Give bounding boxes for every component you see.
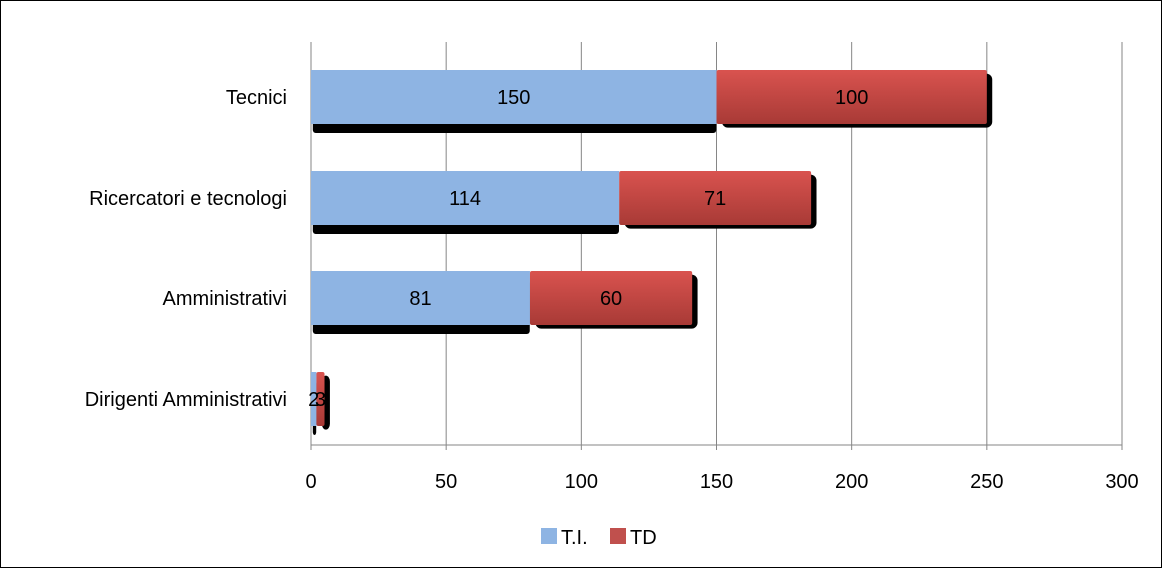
category-label: Amministrativi <box>163 288 287 310</box>
legend-label-td: TD <box>630 527 657 549</box>
x-tick-label: 150 <box>700 471 733 493</box>
bar-td <box>316 372 325 426</box>
legend-label-ti: T.I. <box>561 527 588 549</box>
category-label: Ricercatori e tecnologi <box>89 188 287 210</box>
bars <box>311 70 993 435</box>
bar-ti <box>311 372 317 426</box>
bar-ti <box>311 70 717 124</box>
x-tick-label: 0 <box>305 471 316 493</box>
category-label: Dirigenti Amministrativi <box>85 389 287 411</box>
legend-swatch-td <box>610 528 626 544</box>
category-label: Tecnici <box>226 87 287 109</box>
x-tick-label: 50 <box>435 471 457 493</box>
x-tick-label: 300 <box>1105 471 1138 493</box>
data-label-td: 3 <box>315 389 326 411</box>
x-tick-labels: 0 50 100 150 200 250 300 <box>305 471 1138 493</box>
data-label-ti: 81 <box>409 288 431 310</box>
data-label-td: 100 <box>835 87 868 109</box>
data-label-ti: 114 <box>449 188 481 210</box>
data-label-td: 71 <box>704 188 726 210</box>
data-labels: 150 100 114 71 81 60 23 <box>308 87 868 411</box>
bar-ti <box>311 271 530 325</box>
x-tick-label: 250 <box>970 471 1003 493</box>
bar-td <box>619 171 812 225</box>
category-labels: Tecnici Ricercatori e tecnologi Amministra… <box>85 87 287 411</box>
bar-td <box>529 271 693 325</box>
data-label-td: 60 <box>600 288 622 310</box>
x-tick-label: 200 <box>835 471 868 493</box>
data-label-ti: 150 <box>497 87 530 109</box>
x-tick-label: 100 <box>565 471 598 493</box>
bar-td <box>716 70 987 124</box>
bar-ti <box>311 171 620 225</box>
legend: T.I. TD <box>541 527 657 549</box>
data-label-ti: 2 <box>308 389 319 411</box>
legend-swatch-ti <box>541 528 557 544</box>
